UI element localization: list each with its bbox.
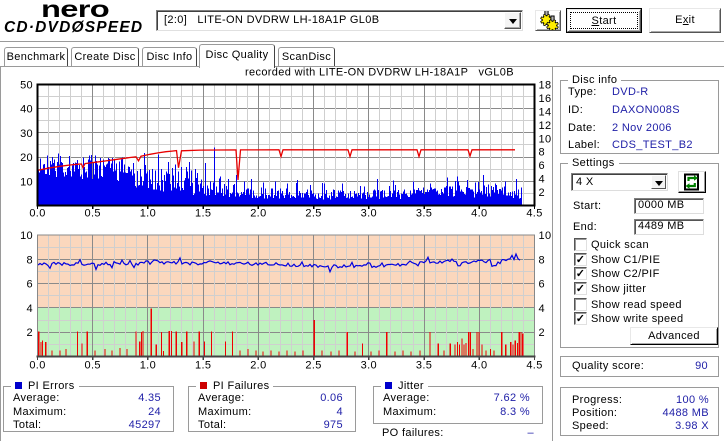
svg-text:8: 8: [27, 254, 33, 266]
svg-text:6: 6: [539, 279, 545, 291]
svg-text:2.0: 2.0: [250, 360, 266, 372]
svg-text:1.0: 1.0: [140, 208, 156, 220]
svg-text:2.0: 2.0: [250, 208, 266, 220]
svg-text:recorded with LITE-ON DVDRW LH: recorded with LITE-ON DVDRW LH-18A1P vGL…: [245, 67, 514, 79]
svg-text:2: 2: [539, 327, 545, 339]
svg-text:2: 2: [539, 187, 545, 199]
svg-text:4: 4: [27, 303, 33, 315]
svg-text:2: 2: [27, 327, 33, 339]
svg-text:16: 16: [539, 93, 552, 105]
svg-text:3.5: 3.5: [416, 208, 432, 220]
svg-text:1.5: 1.5: [195, 360, 211, 372]
svg-text:4: 4: [539, 303, 545, 315]
svg-text:8: 8: [539, 147, 545, 159]
svg-text:0.5: 0.5: [85, 208, 101, 220]
svg-text:10: 10: [539, 133, 552, 145]
svg-text:1.0: 1.0: [140, 360, 156, 372]
svg-text:3.0: 3.0: [361, 208, 377, 220]
svg-text:30: 30: [20, 128, 33, 140]
svg-text:6: 6: [27, 279, 33, 291]
svg-text:12: 12: [539, 120, 552, 132]
svg-text:4: 4: [539, 174, 545, 186]
svg-text:1.5: 1.5: [195, 208, 211, 220]
svg-text:6: 6: [539, 160, 545, 172]
svg-text:0.0: 0.0: [29, 208, 45, 220]
svg-text:0.5: 0.5: [85, 360, 101, 372]
svg-text:3.0: 3.0: [361, 360, 377, 372]
svg-text:10: 10: [20, 176, 33, 188]
svg-text:10: 10: [20, 230, 33, 242]
svg-text:3.5: 3.5: [416, 360, 432, 372]
svg-text:0.0: 0.0: [29, 360, 45, 372]
svg-text:8: 8: [539, 254, 545, 266]
svg-text:4.5: 4.5: [526, 360, 542, 372]
svg-text:10: 10: [539, 230, 552, 242]
svg-text:4.0: 4.0: [471, 360, 487, 372]
svg-text:4.0: 4.0: [471, 208, 487, 220]
svg-text:18: 18: [539, 80, 552, 92]
svg-text:2.5: 2.5: [305, 208, 321, 220]
svg-text:14: 14: [539, 106, 552, 118]
svg-text:50: 50: [20, 80, 33, 92]
svg-text:20: 20: [20, 152, 33, 164]
svg-text:40: 40: [20, 104, 33, 116]
svg-text:2.5: 2.5: [305, 360, 321, 372]
svg-text:4.5: 4.5: [526, 208, 542, 220]
